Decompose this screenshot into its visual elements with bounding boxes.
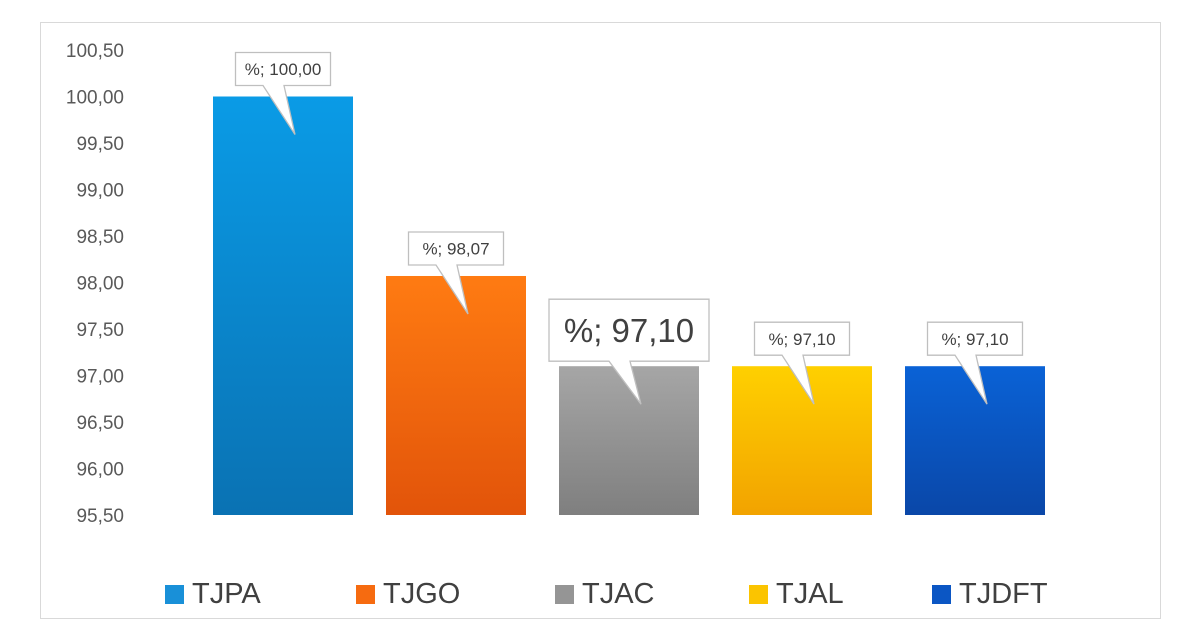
bar-tjal [732, 366, 872, 515]
data-label-tjac: %; 97,10 [548, 298, 710, 405]
data-label-tjdft: %; 97,10 [926, 321, 1024, 405]
data-label-tjgo: %; 98,07 [407, 231, 505, 315]
y-tick-label: 96,00 [76, 460, 124, 481]
y-tick-label: 98,50 [76, 227, 124, 248]
bar-tjdft [905, 366, 1045, 515]
legend-label-tjal: TJAL [776, 577, 844, 610]
data-label-callout [753, 321, 851, 405]
y-tick-label: 97,50 [76, 320, 124, 341]
data-label-callout [548, 298, 710, 405]
legend-item-tjpa: TJPA [165, 572, 261, 616]
data-label-text: %; 97,10 [564, 312, 694, 349]
legend-swatch-tjpa [165, 584, 184, 604]
y-tick-label: 97,00 [76, 367, 124, 388]
legend-label-tjgo: TJGO [383, 577, 461, 610]
data-labels: %; 100,00 %; 98,07 %; 97,10 %; 97,10 %; 97,1… [234, 51, 1024, 405]
y-axis: 95,50 96,00 96,50 97,00 97,50 98,00 98,50 99,00… [66, 41, 124, 527]
y-tick-label: 96,50 [76, 413, 124, 434]
data-label-text: %; 100,00 [245, 60, 322, 79]
data-label-tjal: %; 97,10 [753, 321, 851, 405]
bar-tjgo [386, 275, 526, 515]
legend-item-tjdft: TJDFT [932, 572, 1048, 616]
y-tick-label: 95,50 [76, 506, 124, 527]
legend-swatch-tjdft [932, 584, 951, 604]
y-tick-label: 99,00 [76, 181, 124, 202]
data-label-text: %; 98,07 [422, 240, 489, 259]
legend-label-tjdft: TJDFT [959, 577, 1048, 610]
bar-tjac [559, 366, 699, 515]
data-label-callout [926, 321, 1024, 405]
legend-label-tjpa: TJPA [192, 577, 261, 610]
data-label-callout [407, 231, 505, 315]
data-label-text: %; 97,10 [941, 330, 1008, 349]
legend-label-tjac: TJAC [582, 577, 655, 610]
data-label-callout [234, 51, 332, 135]
y-tick-label: 98,00 [76, 274, 124, 295]
legend-item-tjgo: TJGO [356, 572, 460, 616]
legend-swatch-tjal [749, 584, 768, 604]
legend-item-tjal: TJAL [749, 572, 844, 616]
legend-swatch-tjac [555, 584, 574, 604]
legend-item-tjac: TJAC [555, 572, 655, 616]
legend-swatch-tjgo [356, 584, 375, 604]
bars [213, 96, 1045, 515]
data-label-tjpa: %; 100,00 [234, 51, 332, 135]
y-tick-label: 99,50 [76, 134, 124, 155]
bar-tjpa [213, 96, 353, 515]
data-label-text: %; 97,10 [768, 330, 835, 349]
y-tick-label: 100,00 [66, 88, 124, 109]
legend: TJPA TJGO TJAC TJAL TJDFT [0, 572, 1200, 616]
y-tick-label: 100,50 [66, 41, 124, 62]
